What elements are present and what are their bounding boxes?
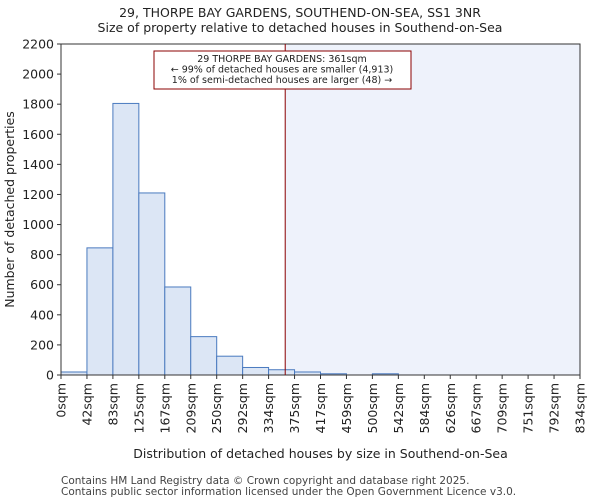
chart-subtitle: Size of property relative to detached ho… [97,20,503,35]
x-tick-label: 667sqm [469,383,484,433]
histogram-bar [242,366,270,376]
x-tick-label: 792sqm [547,383,562,433]
y-tick-label: 1000 [22,217,54,232]
footer-licence: Contains public sector information licen… [61,486,517,498]
footer-attribution: Contains HM Land Registry data © Crown c… [61,475,470,487]
annotation-line-1: 29 THORPE BAY GARDENS: 361sqm [197,54,367,65]
chart-title: 29, THORPE BAY GARDENS, SOUTHEND-ON-SEA,… [119,5,481,20]
histogram-bar [164,286,192,376]
x-tick-label: 125sqm [131,383,146,433]
y-axis-label: Number of detached properties [2,111,17,308]
annotation-line-3: 1% of semi-detached houses are larger (4… [172,75,392,86]
histogram-bar [268,369,296,376]
x-tick-label: 42sqm [79,383,94,426]
histogram-bar [216,355,244,376]
histogram-bar [86,247,114,376]
y-tick-label: 1400 [22,157,54,172]
y-tick-label: 600 [30,277,54,292]
y-tick-label: 200 [30,337,54,352]
histogram-bar [112,102,140,376]
x-tick-label: 500sqm [365,383,380,433]
x-tick-label: 417sqm [313,383,328,433]
y-tick-label: 2000 [22,67,54,82]
larger-region-highlight [285,44,580,375]
histogram-bar [138,192,166,376]
x-tick-label: 167sqm [157,383,172,433]
x-tick-label: 584sqm [417,383,432,433]
x-tick-label: 751sqm [521,383,536,433]
x-axis-label: Distribution of detached houses by size … [133,446,508,461]
y-tick-label: 0 [46,368,54,383]
x-tick-label: 709sqm [495,383,510,433]
y-tick-label: 2200 [22,37,54,52]
x-tick-label: 83sqm [105,383,120,426]
histogram-bar [190,336,218,376]
y-tick-label: 1800 [22,97,54,112]
x-tick-label: 626sqm [443,383,458,433]
y-tick-label: 1200 [22,187,54,202]
x-tick-label: 334sqm [261,383,276,433]
annotation-box [153,50,412,90]
x-tick-label: 250sqm [209,383,224,433]
x-tick-label: 542sqm [391,383,406,433]
x-tick-label: 459sqm [339,383,354,433]
x-tick-label: 0sqm [54,383,69,418]
y-tick-label: 1600 [22,127,54,142]
x-tick-label: 834sqm [573,383,588,433]
annotation-line-2: ← 99% of detached houses are smaller (4,… [171,65,394,76]
x-tick-label: 209sqm [183,383,198,433]
y-tick-label: 800 [30,247,54,262]
x-tick-label: 375sqm [287,383,302,433]
y-tick-label: 400 [30,307,54,322]
x-tick-label: 292sqm [235,383,250,433]
